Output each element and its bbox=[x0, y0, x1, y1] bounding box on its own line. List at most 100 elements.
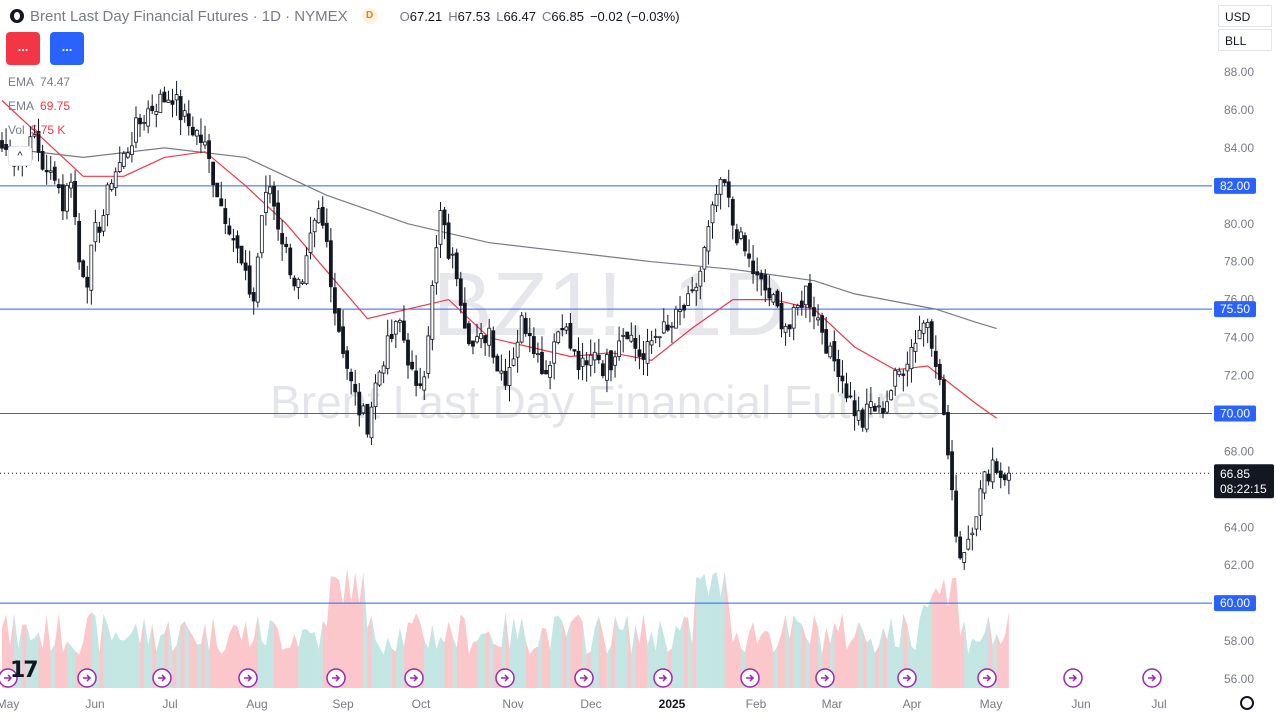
data-badge[interactable]: D bbox=[361, 8, 378, 24]
candle-down bbox=[954, 490, 958, 537]
volume-area-segment bbox=[960, 621, 965, 688]
candle-up bbox=[450, 253, 455, 256]
currency-select[interactable]: USD bbox=[1218, 5, 1272, 27]
last-price-label: 66.85 bbox=[1220, 467, 1250, 481]
close-value: 66.85 bbox=[551, 8, 584, 24]
volume-area-segment bbox=[314, 632, 319, 688]
candle-up bbox=[552, 341, 557, 364]
candle-down bbox=[280, 233, 285, 245]
volume-area-segment bbox=[26, 624, 31, 688]
candle-up bbox=[125, 152, 130, 158]
volume-area-segment bbox=[939, 578, 944, 688]
time-axis-label: Sep bbox=[332, 697, 354, 711]
candle-up bbox=[536, 353, 540, 356]
volume-area-segment bbox=[428, 624, 433, 688]
volume-area-segment bbox=[529, 648, 534, 688]
volume-area-segment bbox=[58, 612, 63, 688]
volume-area-segment bbox=[935, 588, 940, 688]
candle-up bbox=[130, 145, 134, 156]
candle-down bbox=[933, 350, 938, 367]
volume-area-segment bbox=[923, 604, 928, 688]
candle-up bbox=[121, 153, 126, 167]
volume-area-segment bbox=[736, 632, 741, 688]
event-marker-arrow bbox=[1069, 674, 1078, 682]
volume-area-segment bbox=[282, 648, 287, 688]
symbol-title[interactable]: Brent Last Day Financial Futures · 1D · … bbox=[30, 7, 348, 25]
candle-up bbox=[381, 365, 386, 374]
price-tick-label: 80.00 bbox=[1224, 217, 1254, 231]
volume-area-segment bbox=[343, 567, 348, 688]
candle-up bbox=[710, 204, 715, 224]
candle-down bbox=[755, 271, 760, 276]
candle-down bbox=[81, 260, 86, 278]
ema-short-value: 69.75 bbox=[40, 99, 71, 113]
candle-up bbox=[613, 356, 617, 366]
candle-up bbox=[982, 471, 987, 494]
ema-long-value: 74.47 bbox=[40, 75, 71, 89]
volume-area-segment bbox=[675, 625, 681, 688]
volume-area-segment bbox=[878, 627, 884, 688]
candle-up bbox=[426, 335, 431, 374]
legend-ema-long[interactable]: EMA 74.47 bbox=[8, 75, 70, 89]
candle-down bbox=[820, 315, 825, 333]
legend-volume[interactable]: Vol 5.75 K bbox=[8, 123, 65, 137]
candle-down bbox=[958, 536, 963, 559]
volume-area-segment bbox=[631, 624, 636, 688]
volume-area-segment bbox=[598, 615, 603, 688]
volume-area-segment bbox=[850, 636, 855, 688]
candle-down bbox=[462, 302, 467, 329]
volume-area-segment bbox=[838, 612, 843, 688]
settings-icon[interactable] bbox=[1240, 696, 1254, 710]
candle-up bbox=[617, 340, 622, 357]
candle-down bbox=[540, 351, 544, 374]
volume-area-segment bbox=[131, 623, 136, 688]
candle-up bbox=[974, 516, 979, 530]
buy-button[interactable]: ... bbox=[50, 32, 84, 65]
volume-area-segment bbox=[546, 628, 551, 688]
price-tick-label: 68.00 bbox=[1224, 444, 1254, 458]
legend-ema-short[interactable]: EMA 69.75 bbox=[8, 99, 70, 113]
open-label: O bbox=[399, 8, 410, 24]
volume-area-segment bbox=[550, 617, 555, 688]
unit-select[interactable]: BLL bbox=[1218, 29, 1272, 51]
volume-area-segment bbox=[261, 641, 266, 688]
volume-area-segment bbox=[452, 636, 457, 688]
chart-header: Brent Last Day Financial Futures · 1D · … bbox=[0, 0, 680, 32]
volume-area-segment bbox=[720, 571, 725, 688]
candle-down bbox=[852, 400, 857, 417]
candle-up bbox=[296, 278, 301, 288]
candle-up bbox=[739, 231, 743, 239]
volume-area-segment bbox=[66, 641, 72, 688]
sell-button[interactable]: ... bbox=[6, 32, 40, 65]
candle-up bbox=[897, 370, 902, 375]
level-price-tag bbox=[1214, 301, 1256, 318]
volume-label: Vol bbox=[8, 123, 25, 137]
volume-area-segment bbox=[562, 621, 567, 688]
volume-area-segment bbox=[144, 617, 149, 688]
volume-area-segment bbox=[883, 627, 888, 688]
candle-down bbox=[215, 182, 220, 198]
candle-down bbox=[726, 181, 731, 198]
volume-area-segment bbox=[326, 576, 331, 688]
candle-up bbox=[304, 255, 309, 285]
candle-up bbox=[511, 358, 516, 366]
candle-down bbox=[531, 336, 536, 355]
candle-down bbox=[251, 292, 256, 302]
volume-area-segment bbox=[635, 624, 640, 688]
collapse-legend-button[interactable]: ^ bbox=[8, 146, 32, 166]
candle-up bbox=[889, 390, 894, 401]
candle-up bbox=[645, 341, 650, 364]
event-marker-arrow bbox=[410, 674, 419, 682]
volume-area-segment bbox=[253, 615, 258, 688]
candle-up bbox=[259, 215, 264, 254]
candle-down bbox=[454, 252, 459, 280]
candle-up bbox=[113, 171, 118, 189]
volume-area-segment bbox=[797, 621, 802, 688]
candle-up bbox=[154, 111, 159, 115]
low-label: L bbox=[496, 8, 504, 24]
candle-up bbox=[629, 334, 634, 342]
price-tick-label: 62.00 bbox=[1224, 558, 1254, 572]
volume-area-segment bbox=[184, 620, 189, 688]
time-axis-label: Apr bbox=[903, 697, 922, 711]
